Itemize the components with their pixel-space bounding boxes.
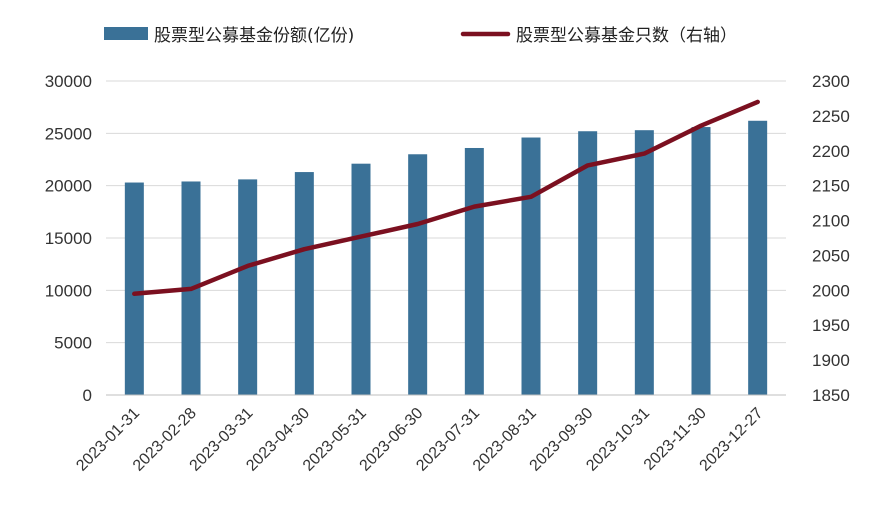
y-left-tick-label: 15000 (45, 229, 92, 248)
bar-2023-06-30 (408, 154, 428, 395)
y-right-tick-label: 2050 (812, 246, 850, 265)
y-left-tick-label: 10000 (45, 281, 92, 300)
bar-2023-07-31 (464, 147, 484, 395)
y-right-tick-label: 2300 (812, 72, 850, 91)
y-right-tick-label: 1900 (812, 351, 850, 370)
bar-2023-09-30 (578, 131, 598, 396)
line-point-2023-07-31 (472, 205, 476, 209)
legend-bar-label: 股票型公募基金份额(亿份) (154, 26, 354, 46)
y-right-tick-label: 2250 (812, 107, 850, 126)
y-right-tick-label: 2100 (812, 212, 850, 231)
y-right-tick-label: 1850 (812, 386, 850, 405)
bar-2023-11-30 (691, 127, 711, 395)
line-point-2023-02-28 (189, 287, 193, 291)
axes: 0 5000 10000 15000 20000 25000 30000 1850 1900 19… (45, 72, 850, 475)
y-right-tick-label: 2150 (812, 177, 850, 196)
gridlines (106, 80, 786, 344)
line-point-2023-04-30 (302, 247, 306, 251)
line-point-2023-09-30 (586, 163, 590, 167)
line-point-2023-03-31 (246, 264, 250, 268)
y-left-tick-label: 5000 (54, 334, 92, 353)
y-right-tick-label: 2000 (812, 281, 850, 300)
y-left-tick-label: 0 (83, 386, 92, 405)
y-left-tick-label: 25000 (45, 124, 92, 143)
line-point-2023-11-30 (699, 124, 703, 128)
line-point-2023-06-30 (416, 222, 420, 226)
line-point-2023-01-31 (132, 292, 136, 296)
legend-bar-swatch (104, 27, 148, 40)
legend-line-label: 股票型公募基金只数（右轴） (516, 26, 737, 46)
bar-2023-10-31 (634, 130, 654, 395)
y-left-tick-label: 20000 (45, 177, 92, 196)
bar-2023-08-31 (521, 137, 541, 395)
line-count-series (132, 99, 760, 297)
bar-2023-04-30 (294, 172, 314, 395)
line-series (132, 99, 760, 297)
line-point-2023-08-31 (529, 195, 533, 199)
y-right-tick-label: 1950 (812, 316, 850, 335)
bar-2023-03-31 (238, 179, 258, 395)
bar-series (124, 120, 768, 396)
y-right-tick-label: 2200 (812, 142, 850, 161)
line-point-2023-10-31 (642, 152, 646, 156)
line-point-2023-12-27 (756, 100, 760, 104)
bar-2023-05-31 (351, 163, 371, 395)
legend: 股票型公募基金份额(亿份) 股票型公募基金只数（右轴） (104, 26, 737, 46)
line-point-2023-05-31 (359, 235, 363, 239)
y-left-tick-label: 30000 (45, 72, 92, 91)
bar-2023-01-31 (124, 182, 144, 395)
bar-2023-12-27 (748, 120, 768, 396)
